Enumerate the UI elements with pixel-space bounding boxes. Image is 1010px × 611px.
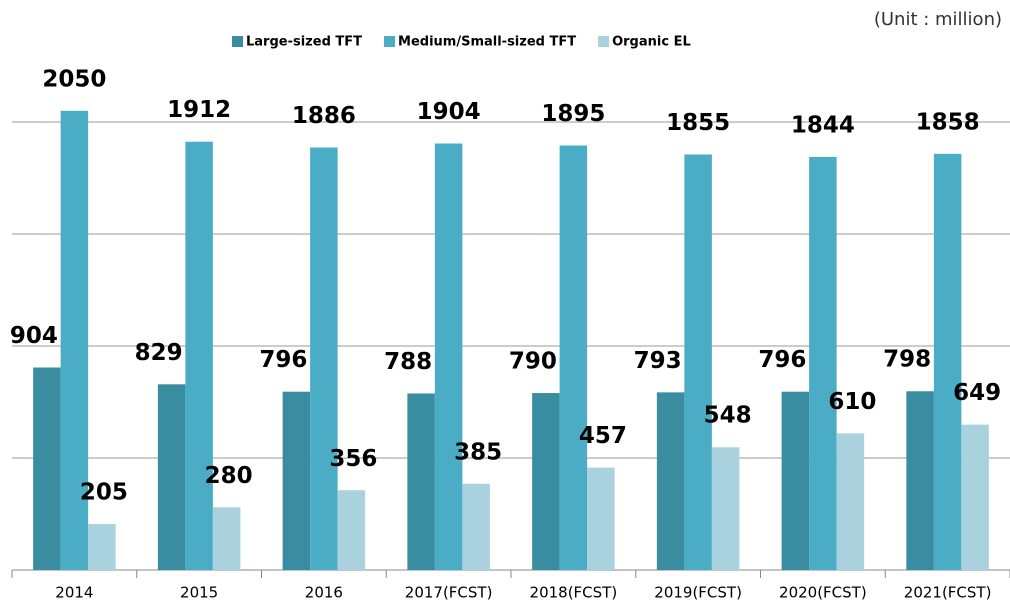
value-label: 796: [758, 347, 806, 373]
bar: [532, 393, 560, 570]
value-label: 280: [205, 463, 253, 489]
bar: [656, 392, 685, 570]
value-label: 356: [329, 446, 377, 472]
bar: [684, 154, 712, 571]
bar: [781, 391, 810, 570]
x-tick-label: 2015: [180, 584, 218, 602]
bar: [60, 110, 89, 571]
bar: [185, 141, 213, 570]
legend-swatch: [598, 36, 610, 47]
x-tick-label: 2019(FCST): [654, 584, 742, 602]
legend-swatch: [384, 36, 396, 47]
bar: [933, 153, 962, 571]
x-tick-label: 2018(FCST): [530, 584, 618, 602]
bar: [434, 143, 463, 570]
value-label: 793: [634, 348, 682, 374]
bar: [88, 524, 116, 570]
legend-label: Medium/Small-sized TFT: [398, 35, 576, 50]
bar: [906, 391, 934, 570]
bar: [462, 483, 490, 570]
value-label: 798: [883, 347, 931, 373]
value-label: 548: [704, 403, 752, 429]
bar: [559, 145, 588, 570]
bar: [337, 490, 366, 570]
value-label: 1855: [666, 110, 730, 136]
value-label: 649: [953, 380, 1001, 406]
bar: [33, 367, 61, 570]
x-tick-label: 2021(FCST): [904, 584, 992, 602]
value-label: 1895: [541, 101, 605, 127]
bar: [212, 507, 241, 570]
bar: [836, 433, 865, 570]
bar: [310, 147, 338, 570]
unit-note: (Unit : million): [874, 9, 1002, 30]
x-tick-label: 2016: [305, 584, 343, 602]
legend-swatch: [232, 36, 243, 47]
bar: [587, 467, 615, 570]
value-label: 610: [828, 389, 876, 415]
value-label: 1844: [791, 112, 855, 138]
bar: [711, 447, 740, 570]
value-label: 385: [454, 439, 502, 465]
value-label: 1912: [167, 97, 231, 123]
value-label: 2050: [42, 66, 106, 92]
value-label: 790: [509, 349, 557, 375]
value-label: 1886: [292, 103, 356, 129]
x-tick-label: 2014: [55, 584, 93, 602]
x-tick-label: 2020(FCST): [779, 584, 867, 602]
bar: [407, 393, 435, 570]
legend-label: Organic EL: [612, 35, 691, 50]
bar: [282, 391, 311, 570]
value-label: 1858: [916, 109, 980, 135]
bar: [157, 384, 186, 570]
legend-label: Large-sized TFT: [246, 35, 362, 50]
value-label: 205: [80, 480, 128, 506]
value-label: 788: [384, 349, 432, 375]
value-label: 1904: [417, 99, 481, 125]
bar: [809, 156, 837, 570]
value-label: 829: [135, 340, 183, 366]
value-label: 904: [10, 323, 58, 349]
value-label: 457: [579, 423, 627, 449]
bar: [961, 424, 989, 570]
value-label: 796: [259, 347, 307, 373]
x-tick-label: 2017(FCST): [405, 584, 493, 602]
